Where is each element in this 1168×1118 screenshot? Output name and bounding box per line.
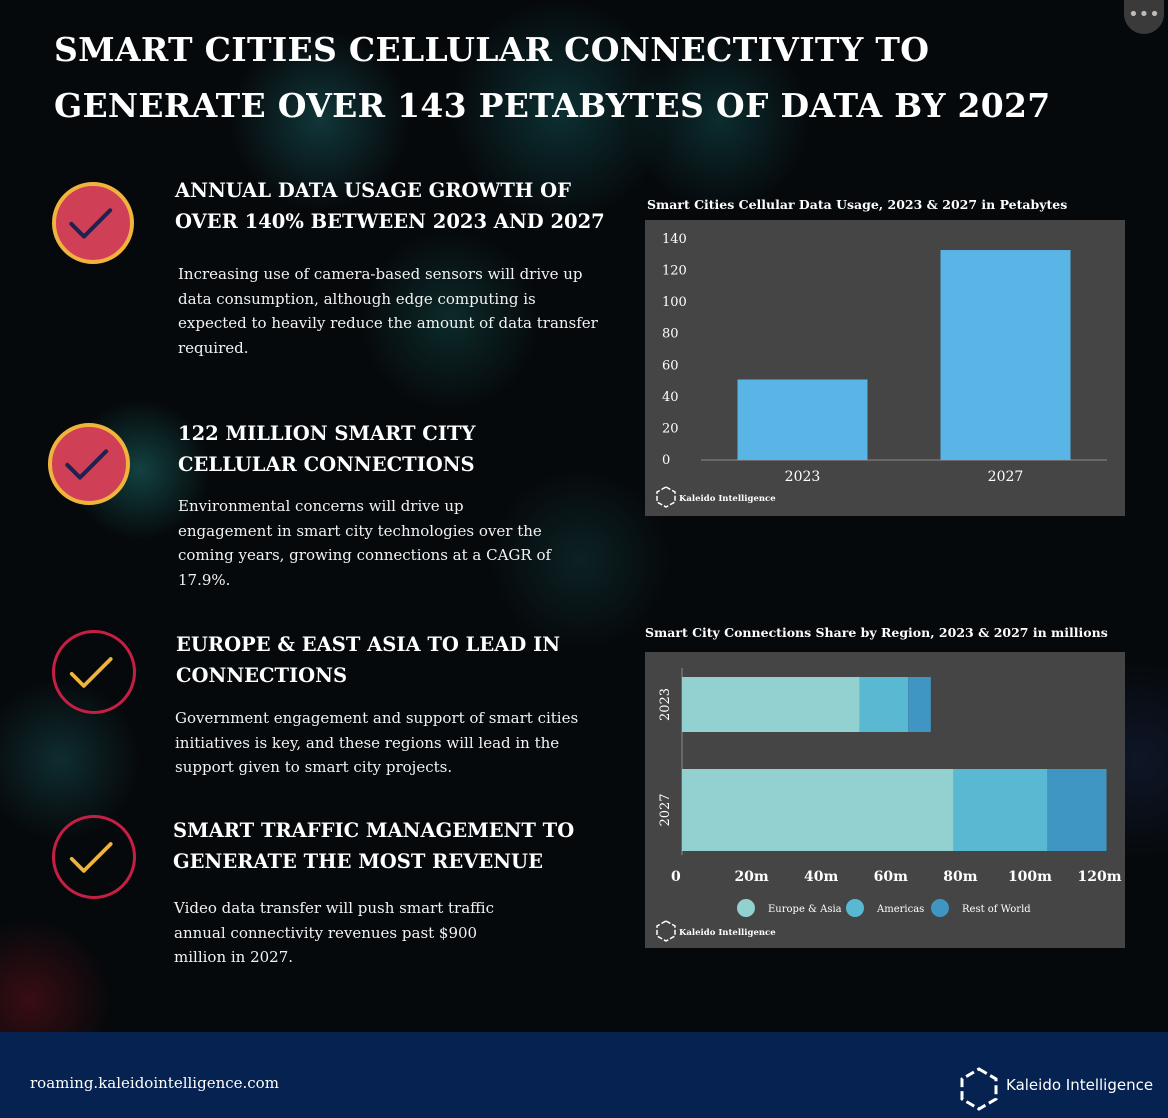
x-tick-label: 60m bbox=[874, 869, 908, 885]
y-tick-label: 80 bbox=[662, 327, 679, 342]
bar-segment-2027-1 bbox=[953, 769, 1048, 851]
background bbox=[0, 0, 1168, 1032]
bar-segment-2023-2 bbox=[908, 677, 931, 732]
x-tick-label: 2027 bbox=[988, 469, 1024, 485]
x-tick-label: 0 bbox=[671, 869, 681, 885]
x-tick-label: 2023 bbox=[785, 469, 821, 485]
footer-url-link[interactable]: roaming.kaleidointelligence.com bbox=[30, 1074, 279, 1092]
section-4-body: Video data transfer will push smart traf… bbox=[174, 899, 495, 966]
footer bbox=[0, 1032, 1168, 1118]
chart-1-logo-icon bbox=[656, 486, 676, 508]
bar-2023 bbox=[737, 379, 868, 460]
x-tick-label: 40m bbox=[804, 869, 838, 885]
connections-share-chart: 2023 2027 0 20m 40m 60m 80m 100m 120m Europe & As… bbox=[645, 652, 1125, 948]
page-title: SMART CITIES CELLULAR CONNECTIVITY TO GE… bbox=[54, 30, 1051, 125]
y-tick-label: 120 bbox=[662, 264, 687, 279]
section-2-body: Environmental concerns will drive up eng… bbox=[178, 497, 552, 589]
bar-segment-2023-0 bbox=[682, 677, 860, 732]
check-icon bbox=[52, 630, 136, 714]
check-icon bbox=[52, 182, 134, 264]
chart-2-logo-icon bbox=[656, 920, 676, 942]
bar-2027 bbox=[940, 250, 1071, 460]
y-tick-label: 20 bbox=[662, 421, 679, 436]
legend-label-1: Americas bbox=[876, 904, 924, 915]
y-tick-label: 0 bbox=[662, 453, 670, 468]
chart-2-watermark: Kaleido Intelligence bbox=[679, 928, 776, 938]
y-tick-label: 60 bbox=[662, 358, 679, 373]
x-tick-label: 20m bbox=[734, 869, 768, 885]
bar-segment-2027-2 bbox=[1047, 769, 1107, 851]
x-tick-label: 80m bbox=[943, 869, 977, 885]
more-options-button[interactable]: ••• bbox=[1124, 0, 1164, 34]
legend-swatch-0 bbox=[737, 899, 755, 917]
connections-share-chart-svg: 2023 2027 0 20m 40m 60m 80m 100m 120m Europe & As… bbox=[656, 668, 1122, 942]
chart-1-watermark: Kaleido Intelligence bbox=[679, 494, 776, 504]
data-usage-chart-svg: 0 20 40 60 80 100 120 140 2023 2027 Kaleido Intell… bbox=[656, 232, 1107, 508]
section-1-body: Increasing use of camera-based sensors w… bbox=[178, 265, 598, 357]
check-icon bbox=[48, 423, 130, 505]
legend-swatch-1 bbox=[846, 899, 864, 917]
legend-label-2: Rest of World bbox=[962, 904, 1031, 915]
section-3-heading: EUROPE & EAST ASIA TO LEAD IN CONNECTION… bbox=[176, 633, 561, 687]
legend-swatch-2 bbox=[931, 899, 949, 917]
section-3-body: Government engagement and support of sma… bbox=[175, 709, 579, 776]
bar-segment-2027-0 bbox=[682, 769, 954, 851]
y-tick-label: 140 bbox=[662, 232, 687, 247]
chart-2-title: Smart City Connections Share by Region, … bbox=[645, 625, 1108, 640]
y-tick-label: 40 bbox=[662, 390, 679, 405]
data-usage-chart: 0 20 40 60 80 100 120 140 2023 2027 Kaleido Intell… bbox=[645, 220, 1125, 516]
y-tick-label: 2023 bbox=[658, 688, 673, 721]
section-4-heading: SMART TRAFFIC MANAGEMENT TO GENERATE THE… bbox=[173, 819, 575, 873]
kaleido-logo-icon bbox=[960, 1067, 998, 1111]
section-1-heading: ANNUAL DATA USAGE GROWTH OF OVER 140% BE… bbox=[175, 179, 605, 233]
x-tick-label: 100m bbox=[1008, 869, 1052, 885]
y-tick-label: 100 bbox=[662, 295, 687, 310]
bar-segment-2023-1 bbox=[859, 677, 909, 732]
legend-label-0: Europe & Asia bbox=[768, 904, 842, 915]
y-tick-label: 2027 bbox=[658, 793, 673, 826]
footer-brand: Kaleido Intelligence bbox=[1006, 1076, 1154, 1094]
x-tick-label: 120m bbox=[1078, 869, 1122, 885]
check-icon bbox=[52, 815, 136, 899]
chart-1-title: Smart Cities Cellular Data Usage, 2023 &… bbox=[647, 197, 1068, 212]
section-2-heading: 122 MILLION SMART CITY CELLULAR CONNECTI… bbox=[178, 422, 476, 476]
